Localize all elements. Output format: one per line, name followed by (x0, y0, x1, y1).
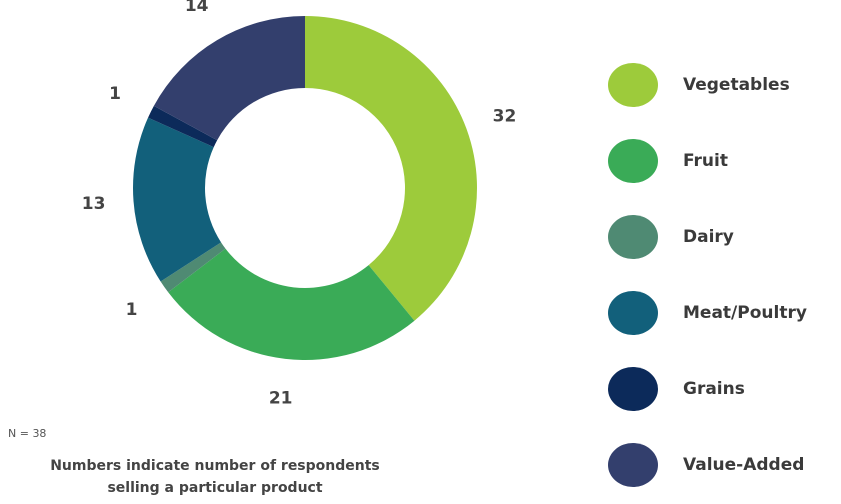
legend-label: Dairy (683, 227, 734, 247)
note-line: Numbers indicate number of respondents (50, 458, 380, 474)
legend-swatch (608, 63, 658, 107)
value-label: 1 (126, 300, 138, 320)
legend-label: Vegetables (683, 75, 790, 95)
value-label: 1 (109, 84, 121, 104)
value-label: 32 (493, 106, 517, 126)
sample-size: N = 38 (8, 427, 46, 440)
legend-swatch (608, 139, 658, 183)
legend-label: Meat/Poultry (683, 303, 807, 323)
legend-label: Fruit (683, 151, 728, 171)
value-label: 21 (269, 389, 293, 409)
legend-swatch (608, 367, 658, 411)
legend-label: Grains (683, 379, 745, 399)
chart: N = 38 Numbers indicate number of respon… (0, 0, 841, 504)
note-line: selling a particular product (107, 480, 322, 496)
legend-swatch (608, 291, 658, 335)
value-label: 13 (82, 194, 106, 214)
value-label: 14 (185, 0, 209, 16)
legend-swatch (608, 443, 658, 487)
legend-label: Value-Added (683, 455, 804, 475)
legend-swatch (608, 215, 658, 259)
donut-segment (305, 16, 477, 321)
